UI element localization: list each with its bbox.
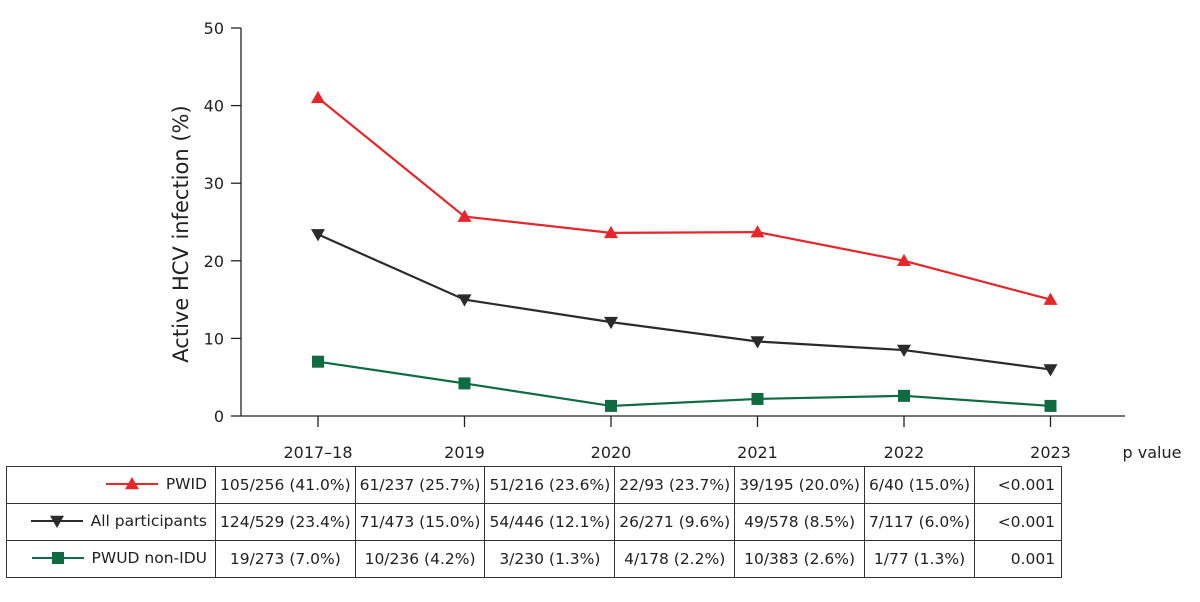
x-tick-label: 2022 [884, 443, 925, 462]
table-cell: 19/273 (7.0%) [215, 540, 356, 578]
table-cell: 49/578 (8.5%) [734, 503, 865, 541]
table-row: PWID 105/256 (41.0%) 61/237 (25.7%) 51/216 … [6, 466, 1063, 504]
x-tick-label: 2019 [444, 443, 485, 462]
p-value-cell: 0.001 [974, 540, 1063, 578]
triangle-down-marker-icon [49, 515, 64, 528]
series-layer [311, 90, 1058, 412]
y-tick-label: 10 [204, 329, 224, 348]
data-point [750, 336, 765, 349]
p-value-cell: <0.001 [974, 466, 1063, 504]
data-point [898, 389, 910, 402]
data-point [1044, 399, 1057, 412]
y-tick-label: 50 [204, 19, 224, 38]
data-table: PWID 105/256 (41.0%) 61/237 (25.7%) 51/216 … [6, 466, 1063, 578]
series-line [317, 360, 1051, 408]
data-point [1043, 364, 1058, 377]
series-all-participants [311, 229, 1058, 377]
table-cell: 124/529 (23.4%) [215, 503, 356, 541]
legend-cell: All participants [6, 503, 216, 541]
series-line [317, 96, 1051, 301]
table-cell: 6/40 (15.0%) [863, 466, 976, 504]
table-cell: 39/195 (20.0%) [734, 466, 865, 504]
data-point [897, 253, 911, 267]
series-line [317, 233, 1051, 371]
data-point [751, 392, 764, 405]
y-axis-label: Active HCV infection (%) [169, 105, 193, 362]
table-cell: 7/117 (6.0%) [863, 503, 976, 541]
legend-label: All participants [90, 511, 207, 530]
p-value-header: p value [1123, 443, 1182, 462]
table-cell: 10/383 (2.6%) [734, 540, 865, 578]
table-cell: 54/446 (12.1%) [484, 503, 616, 541]
legend-symbol [30, 515, 83, 528]
table-row: PWUD non-IDU 19/273 (7.0%) 10/236 (4.2%) 3/… [6, 540, 1063, 578]
data-point [605, 399, 617, 412]
table-cell: 26/271 (9.6%) [614, 503, 736, 541]
x-tick-label: 2023 [1030, 443, 1071, 462]
table-cell: 4/178 (2.2%) [614, 540, 736, 578]
data-point [750, 225, 765, 238]
y-tick-label: 0 [214, 407, 224, 426]
table-cell: 3/230 (1.3%) [484, 540, 616, 578]
table-cell: 51/216 (23.6%) [484, 466, 616, 504]
legend-cell: PWUD non-IDU [6, 540, 216, 578]
axes [240, 28, 1125, 417]
series-pwud-non-idu [312, 355, 1057, 412]
data-point [458, 377, 471, 390]
legend-label: PWID [165, 474, 207, 493]
table-cell: 1/77 (1.3%) [863, 540, 976, 578]
table-row: All participants 124/529 (23.4%) 71/473 (1… [6, 503, 1063, 541]
legend-symbol [105, 476, 158, 489]
data-point [311, 229, 325, 242]
table-cell: 105/256 (41.0%) [215, 466, 356, 504]
legend-cell: PWID [6, 466, 216, 504]
y-tick-label: 20 [204, 252, 224, 271]
data-point [1043, 292, 1058, 305]
data-point [312, 355, 324, 368]
table-cell: 61/237 (25.7%) [354, 466, 486, 504]
triangle-up-marker-icon [124, 476, 139, 489]
legend-symbol [31, 551, 84, 564]
y-ticks: 0 10 20 30 40 50 [204, 19, 241, 426]
y-tick-label: 30 [204, 174, 224, 193]
data-point [311, 90, 325, 104]
table-cell: 22/93 (23.7%) [614, 466, 736, 504]
table-cell: 71/473 (15.0%) [354, 503, 486, 541]
table-cell: 10/236 (4.2%) [354, 540, 486, 578]
square-marker-icon [51, 551, 64, 564]
x-tick-label: 2021 [737, 443, 778, 462]
legend-label: PWUD non-IDU [91, 548, 207, 567]
data-point [604, 225, 618, 239]
series-pwid [311, 90, 1058, 305]
data-point [897, 344, 911, 358]
x-tick-label: 2020 [591, 443, 632, 462]
data-point [457, 209, 472, 222]
p-value-cell: <0.001 [974, 503, 1063, 541]
data-point [604, 316, 618, 330]
y-tick-label: 40 [204, 97, 224, 116]
x-tick-label: 2017–18 [283, 443, 352, 462]
x-ticks: 2017–18 2019 2020 2021 2022 2023 [283, 416, 1071, 462]
data-point [457, 294, 472, 307]
